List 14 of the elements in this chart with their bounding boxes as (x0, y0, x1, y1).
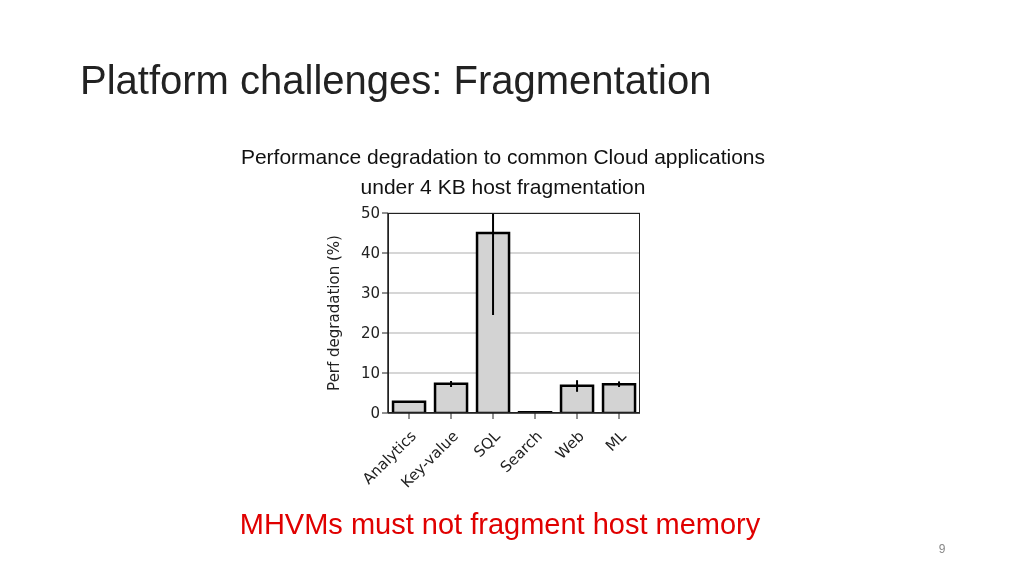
y-tick-label: 40 (360, 244, 380, 263)
y-tick-label: 30 (360, 284, 380, 303)
y-axis-title: Perf degradation (%) (325, 235, 344, 391)
chart-title: Platform challenges: Fragmentation (80, 58, 712, 103)
x-tick-label: SQL (470, 426, 505, 461)
chart-subtitle: Performance degradation to common Cloud applications under 4 KB host fragmentation (239, 144, 767, 200)
x-tick-label: Web (551, 427, 588, 463)
y-tick-label: 20 (360, 324, 380, 343)
x-tick-label: ML (601, 426, 631, 455)
text: 9 (937, 542, 947, 556)
text: MHVMs must not fragment host memory (238, 508, 762, 541)
y-tick-label: 10 (360, 364, 380, 383)
y-tick-label: 0 (370, 404, 380, 423)
y-tick-label: 50 (360, 204, 380, 223)
